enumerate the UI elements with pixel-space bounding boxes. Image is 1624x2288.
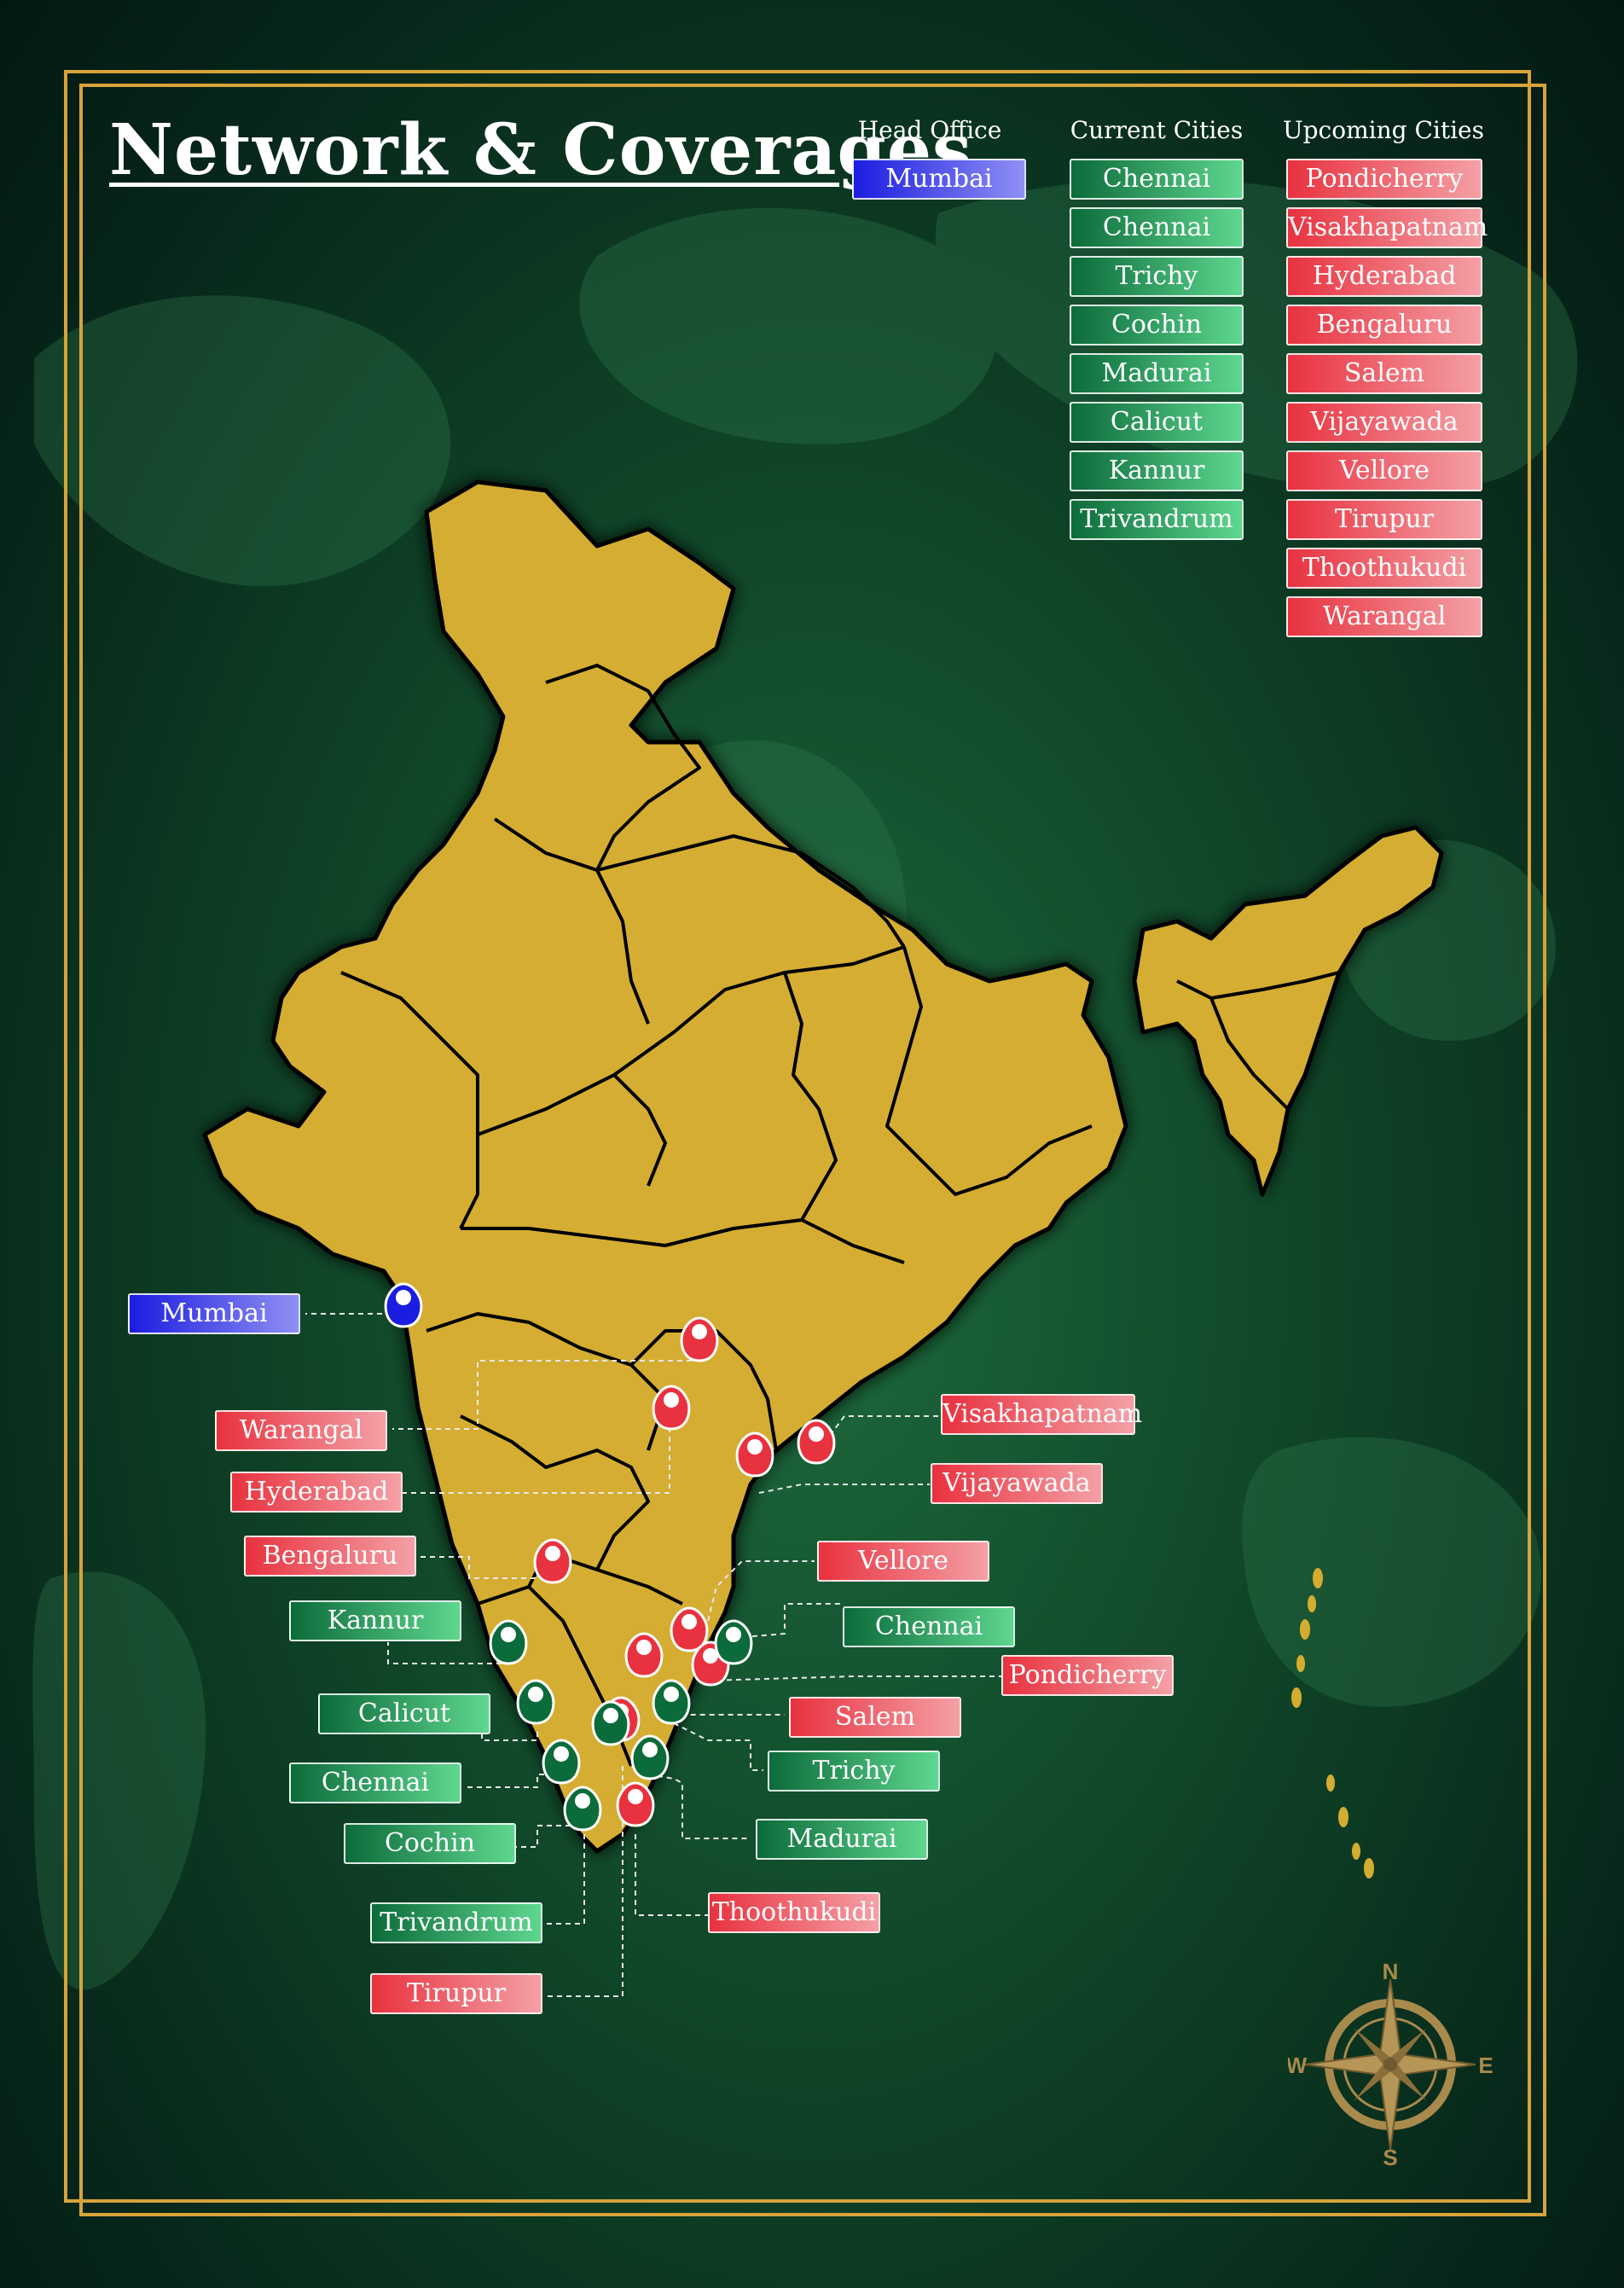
map-label-bengaluru[interactable]: Bengaluru — [244, 1536, 416, 1577]
marker-warangal[interactable] — [680, 1316, 719, 1362]
map-label-kannur[interactable]: Kannur — [289, 1600, 461, 1641]
legend-upcoming-city: Vellore — [1286, 450, 1482, 491]
map-label-madurai[interactable]: Madurai — [756, 1819, 928, 1860]
map-label-chennai-west[interactable]: Chennai — [289, 1762, 461, 1803]
map-label-tirupur[interactable]: Tirupur — [370, 1973, 542, 2014]
legend-upcoming-city: Pondicherry — [1286, 159, 1482, 200]
legend-upcoming-city: Thoothukudi — [1286, 548, 1482, 589]
marker-bengaluru[interactable] — [533, 1538, 572, 1584]
map-label-visakhapatnam[interactable]: Visakhapatnam — [941, 1394, 1142, 1435]
map-label-trivandrum[interactable]: Trivandrum — [370, 1902, 542, 1943]
marker-salem[interactable] — [624, 1632, 664, 1678]
page-title: Network & Coverages — [109, 109, 973, 191]
marker-calicut[interactable] — [516, 1679, 555, 1725]
marker-trichy[interactable] — [652, 1679, 691, 1725]
marker-madurai[interactable] — [630, 1734, 670, 1780]
map-label-vijayawada[interactable]: Vijayawada — [931, 1463, 1103, 1504]
map-label-cochin[interactable]: Cochin — [344, 1823, 516, 1864]
legend-upcoming-city: Hyderabad — [1286, 256, 1482, 297]
current-cities-heading: Current Cities — [1070, 116, 1244, 144]
compass-west-label: W — [1288, 2053, 1308, 2078]
india-mainland — [202, 479, 1128, 1854]
legend-current-city: Cochin — [1070, 305, 1244, 346]
map-label-salem[interactable]: Salem — [789, 1697, 961, 1738]
marker-trivandrum[interactable] — [563, 1786, 602, 1832]
marker-coimbatore-area[interactable] — [591, 1700, 630, 1746]
legend-upcoming-city: Salem — [1286, 353, 1482, 394]
marker-mumbai[interactable] — [384, 1282, 423, 1328]
map-label-vellore[interactable]: Vellore — [817, 1541, 989, 1582]
outer-frame — [64, 70, 1531, 2203]
legend-upcoming-city: Bengaluru — [1286, 305, 1482, 346]
map-label-chennai-east[interactable]: Chennai — [843, 1606, 1015, 1647]
legend-upcoming-city: Vijayawada — [1286, 402, 1482, 443]
upcoming-cities-heading: Upcoming Cities — [1283, 116, 1484, 144]
marker-chennai[interactable] — [714, 1619, 753, 1665]
map-label-pondicherry[interactable]: Pondicherry — [1001, 1655, 1174, 1696]
compass-rose-icon: N S E W — [1288, 1962, 1493, 2167]
legend-current-city: Trichy — [1070, 256, 1244, 297]
compass-south-label: S — [1383, 2145, 1397, 2167]
head-office-heading: Head Office — [857, 116, 1002, 144]
legend-current-city: Chennai — [1070, 207, 1244, 248]
map-label-trichy[interactable]: Trichy — [768, 1751, 940, 1791]
legend-current-city: Calicut — [1070, 402, 1244, 443]
map-label-mumbai[interactable]: Mumbai — [128, 1293, 300, 1334]
marker-thoothukudi[interactable] — [616, 1781, 655, 1827]
marker-kannur[interactable] — [489, 1619, 528, 1665]
marker-cochin[interactable] — [542, 1739, 581, 1785]
legend-head-office-city: Mumbai — [852, 159, 1026, 200]
map-label-calicut[interactable]: Calicut — [318, 1693, 490, 1734]
compass-north-label: N — [1383, 1962, 1399, 1984]
marker-hyderabad[interactable] — [652, 1385, 691, 1431]
legend-current-city: Kannur — [1070, 450, 1244, 491]
legend-upcoming-city: Visakhapatnam — [1286, 207, 1488, 248]
legend-upcoming-city: Tirupur — [1286, 499, 1482, 540]
connector-lines — [305, 1313, 1002, 1997]
compass-east-label: E — [1478, 2053, 1493, 2078]
map-label-warangal[interactable]: Warangal — [215, 1410, 387, 1451]
map-label-hyderabad[interactable]: Hyderabad — [230, 1472, 403, 1513]
legend-current-city: Trivandrum — [1070, 499, 1244, 540]
map-label-thoothukudi[interactable]: Thoothukudi — [708, 1892, 880, 1933]
legend-current-city: Madurai — [1070, 353, 1244, 394]
legend-current-city: Chennai — [1070, 159, 1244, 200]
marker-vijayawada[interactable] — [735, 1431, 774, 1478]
inner-frame — [79, 84, 1546, 2216]
state-borders — [340, 664, 1340, 1767]
legend-upcoming-city: Warangal — [1286, 596, 1482, 637]
marker-visakhapatnam[interactable] — [797, 1419, 836, 1465]
